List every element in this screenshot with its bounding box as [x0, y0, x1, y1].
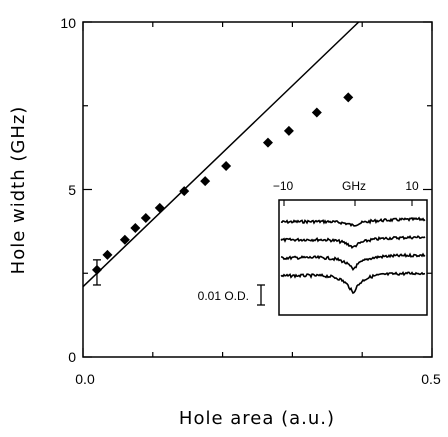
- inset-tick-right: 10: [405, 179, 419, 193]
- data-point: [154, 202, 165, 213]
- fit-line: [82, 21, 360, 288]
- y-tick-label-2: 10: [60, 15, 76, 31]
- data-point: [130, 223, 141, 234]
- data-points: [91, 92, 354, 275]
- y-tick-label-0: 0: [68, 349, 76, 365]
- y-tick-label-1: 5: [68, 182, 76, 198]
- x-axis-title: Hole area (a.u.): [179, 408, 335, 429]
- data-point: [221, 161, 232, 172]
- data-point: [119, 234, 130, 245]
- x-tick-label-1: 0.5: [421, 371, 441, 387]
- data-point: [179, 186, 190, 197]
- inset-ticks: [283, 200, 413, 206]
- y-axis-title: Hole width (GHz): [8, 106, 29, 275]
- scale-bar-label: 0.01 O.D.: [198, 289, 249, 303]
- data-point: [343, 92, 354, 103]
- inset-tick-left: −10: [273, 179, 294, 193]
- inset-trace: [280, 234, 426, 250]
- data-point: [311, 107, 322, 118]
- data-point: [262, 137, 273, 148]
- main-plot: 0.0 0.5 0 5 10 Hole area (a.u.) Hole wid…: [8, 15, 441, 429]
- x-tick-label-0: 0.0: [75, 371, 95, 387]
- inset-traces: [280, 216, 426, 295]
- data-point: [91, 264, 102, 275]
- inset-trace: [280, 216, 426, 227]
- inset-trace: [280, 252, 426, 272]
- axis-ticks: [82, 21, 433, 358]
- data-point: [283, 125, 294, 136]
- scale-bar: [257, 284, 265, 306]
- data-point: [102, 249, 113, 260]
- inset-trace: [280, 271, 426, 295]
- data-point: [140, 212, 151, 223]
- inset-spectrum: −10 GHz 10 0.01 O.D.: [198, 179, 428, 316]
- inset-axis-unit: GHz: [342, 179, 366, 193]
- data-point: [200, 176, 211, 187]
